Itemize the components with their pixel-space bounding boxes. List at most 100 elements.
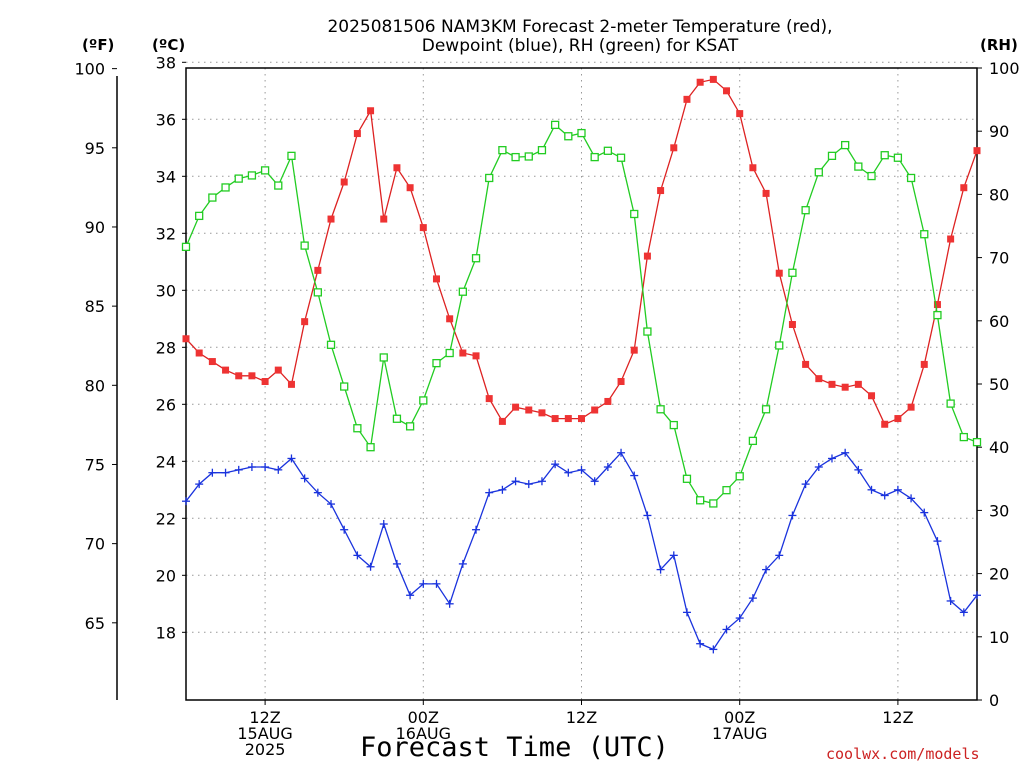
rh-point bbox=[603, 146, 613, 155]
x-tick-label: 00Z bbox=[408, 708, 439, 727]
rh-point bbox=[234, 174, 243, 183]
dewpoint-point bbox=[340, 525, 349, 534]
dewpoint-point bbox=[432, 579, 441, 588]
rh-point bbox=[880, 151, 889, 160]
dewpoint-point bbox=[287, 454, 296, 463]
rh-point bbox=[722, 486, 731, 495]
temperature-point bbox=[630, 346, 638, 354]
dewpoint-point bbox=[419, 579, 428, 588]
rh-tick-label: 80 bbox=[989, 185, 1009, 204]
dewpoint-point bbox=[735, 614, 744, 623]
temperature-point bbox=[828, 380, 836, 388]
temperature-point bbox=[367, 107, 375, 115]
dewpoint-point bbox=[392, 559, 401, 568]
rh-point bbox=[867, 171, 876, 181]
rh-point bbox=[748, 436, 758, 446]
dewpoint-point bbox=[300, 474, 309, 483]
dewpoint-point bbox=[656, 565, 665, 574]
dewpoint-point bbox=[682, 608, 691, 617]
rh-point bbox=[959, 432, 968, 442]
dewpoint-point bbox=[379, 520, 388, 529]
x-tick-label: 17AUG bbox=[712, 724, 767, 743]
rh-point bbox=[827, 151, 837, 160]
temperature-point bbox=[657, 187, 665, 195]
series bbox=[181, 75, 982, 654]
temperature-point bbox=[472, 352, 480, 360]
rh-point bbox=[458, 287, 468, 296]
temperature-point bbox=[446, 315, 454, 323]
dewpoint-point bbox=[577, 465, 586, 474]
dewpoint-point bbox=[221, 468, 230, 477]
x-axis-title: Forecast Time (UTC) bbox=[360, 732, 669, 763]
rh-point bbox=[564, 132, 573, 141]
temperature-point bbox=[683, 95, 691, 103]
temperature-point bbox=[762, 189, 770, 197]
dewpoint-point bbox=[696, 639, 705, 648]
fahrenheit-tick-label: 70 bbox=[85, 535, 105, 554]
fahrenheit-unit-label: (ºF) bbox=[82, 36, 115, 54]
series-dewpoint bbox=[182, 448, 981, 654]
rh-point bbox=[788, 268, 797, 277]
dewpoint-point bbox=[445, 599, 454, 608]
rh-point bbox=[340, 382, 349, 391]
rh-point bbox=[353, 424, 362, 433]
rh-point bbox=[524, 152, 533, 161]
rh-point bbox=[906, 173, 916, 183]
series-temperature bbox=[182, 75, 981, 428]
fahrenheit-tick-label: 100 bbox=[74, 60, 105, 79]
rh-point bbox=[471, 254, 481, 263]
temperature-point bbox=[301, 318, 309, 326]
dewpoint-point bbox=[182, 497, 190, 506]
dewpoint-point bbox=[788, 511, 797, 520]
rh-point bbox=[313, 288, 322, 297]
temperature-point bbox=[182, 335, 190, 343]
temperature-point bbox=[393, 164, 401, 172]
temperature-point bbox=[419, 224, 427, 232]
dewpoint-point bbox=[208, 468, 217, 477]
x-tick-label: 00Z bbox=[724, 708, 755, 727]
temperature-point bbox=[287, 380, 295, 388]
temperature-point bbox=[643, 252, 651, 260]
temperature-point bbox=[709, 75, 717, 83]
celsius-tick-label: 26 bbox=[156, 395, 176, 414]
rh-point bbox=[854, 162, 863, 171]
dewpoint-point bbox=[590, 477, 599, 486]
dewpoint-point bbox=[722, 625, 731, 634]
temperature-point bbox=[947, 235, 955, 243]
fahrenheit-tick-label: 75 bbox=[85, 455, 105, 474]
rh-tick-label: 50 bbox=[989, 375, 1009, 394]
dewpoint-point bbox=[564, 468, 573, 477]
temperature-point bbox=[591, 406, 599, 414]
temperature-point bbox=[564, 415, 572, 423]
dewpoint-point bbox=[498, 485, 507, 494]
rh-point bbox=[432, 358, 441, 368]
rh-point bbox=[920, 230, 929, 239]
temperature-point bbox=[854, 380, 862, 388]
rh-tick-label: 60 bbox=[989, 312, 1009, 331]
dewpoint-point bbox=[406, 591, 415, 600]
temperature-point bbox=[960, 184, 968, 192]
celsius-unit-label: (ºC) bbox=[152, 36, 186, 54]
dewpoint-point bbox=[630, 471, 639, 480]
celsius-tick-label: 38 bbox=[156, 53, 176, 72]
rh-point bbox=[247, 171, 257, 180]
rh-point bbox=[893, 153, 903, 162]
dewpoint-point bbox=[195, 480, 204, 489]
temperature-point bbox=[736, 110, 744, 118]
temperature-point bbox=[353, 130, 361, 138]
rh-point bbox=[392, 414, 402, 423]
temperature-point bbox=[578, 415, 585, 423]
celsius-tick-label: 32 bbox=[156, 224, 176, 243]
dewpoint-point bbox=[841, 448, 850, 457]
temperature-point bbox=[222, 366, 230, 374]
temperature-point bbox=[274, 366, 282, 374]
dewpoint-point bbox=[893, 485, 902, 494]
temperature-point bbox=[881, 420, 889, 428]
rh-point bbox=[208, 193, 217, 202]
rh-point bbox=[195, 211, 204, 221]
dewpoint-point bbox=[973, 591, 981, 600]
credit-link[interactable]: coolwx.com/models bbox=[826, 745, 980, 763]
dewpoint-point bbox=[762, 565, 771, 574]
dewpoint-point bbox=[801, 480, 810, 489]
